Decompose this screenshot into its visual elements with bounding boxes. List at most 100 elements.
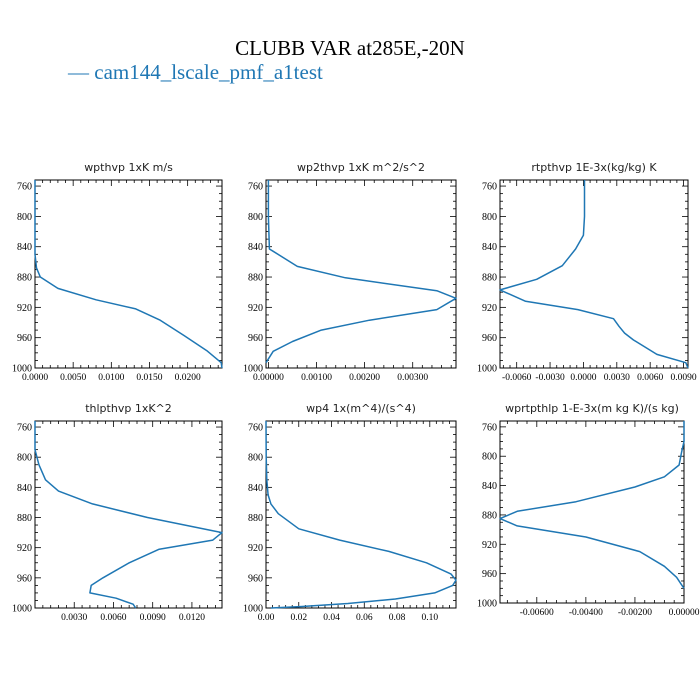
x-tick-label: 0.10 [421,613,438,623]
panel-6: wprtpthlp 1-E-3x(m kg K)/(s kg) 760 800 840… [477,402,700,618]
x-tick-label: 0.0060 [100,613,126,623]
y-tick-label: 760 [248,423,263,434]
y-tick-label: 840 [482,481,497,492]
y-tick-label: 1000 [243,364,263,375]
plot-frame [499,420,685,604]
y-tick-label: 800 [17,212,32,223]
y-tick-label: 760 [248,182,263,193]
y-tick-label: 880 [482,273,497,284]
y-tick-label: 960 [482,333,497,344]
x-tick-label: -0.0030 [535,373,565,383]
y-tick-label: 920 [482,303,497,314]
x-tick-label: 0.00000 [253,373,284,383]
panel-title: rtpthvp 1E-3x(kg/kg) K [531,161,657,174]
x-tick-label: 0.02 [290,613,307,623]
y-tick-label: 920 [248,543,263,554]
y-tick-label: 760 [17,182,32,193]
panel-title: wpthvp 1xK m/s [84,161,173,174]
x-tick-label: 0.0050 [60,373,86,383]
x-tick-label: 0.04 [323,613,340,623]
y-tick-label: 880 [248,513,263,524]
x-tick-label: 0.0100 [98,373,124,383]
legend-line-swatch: — [68,60,89,84]
panel-title: thlpthvp 1xK^2 [85,402,172,415]
y-tick-label: 920 [482,540,497,551]
y-tick-label: 800 [248,212,263,223]
panel-title: wp4 1x(m^4)/(s^4) [306,402,416,415]
y-tick-label: 960 [248,333,263,344]
y-tick-label: 760 [482,182,497,193]
legend: — cam144_lscale_pmf_a1test [68,60,323,85]
y-tick-label: 960 [248,573,263,584]
x-tick-label: 0.00300 [397,373,428,383]
y-tick-label: 840 [17,483,32,494]
y-tick-label: 840 [482,242,497,253]
y-tick-label: 960 [482,569,497,580]
x-tick-label: 0.00100 [301,373,332,383]
y-tick-label: 960 [17,573,32,584]
plot-frame [265,179,457,369]
y-tick-label: 840 [248,242,263,253]
x-tick-label: 0.0000 [22,373,48,383]
panel-title: wp2thvp 1xK m^2/s^2 [297,161,425,174]
series-line [499,180,689,369]
panel-4: thlpthvp 1xK^2 760 800 840 880 920 960 1000 0.00… [12,402,223,623]
series-line [265,420,457,609]
x-tick-label: -0.00200 [618,608,652,618]
x-tick-label: 0.0120 [179,613,205,623]
series-line [499,421,685,589]
plot-frame [34,179,223,369]
plot-frame [265,420,457,609]
y-tick-label: 1000 [243,604,263,615]
x-tick-label: 0.0200 [175,373,201,383]
y-tick-label: 760 [17,423,32,434]
x-tick-label: 0.0090 [140,613,166,623]
x-tick-label: 0.0000 [570,373,596,383]
x-tick-label: 0.00 [258,613,275,623]
plot-frame [34,420,223,609]
y-tick-label: 920 [17,543,32,554]
panel-title: wprtpthlp 1-E-3x(m kg K)/(s kg) [505,402,679,415]
series-line [34,180,223,369]
panel-5: wp4 1x(m^4)/(s^4)76080084088092096010000… [243,402,457,623]
y-tick-label: 760 [482,422,497,433]
x-tick-label: 0.00000 [669,608,700,618]
y-tick-label: 800 [482,212,497,223]
panel-1: wpthvp 1xK m/s76080084088092096010000.00… [12,161,223,383]
y-tick-label: 800 [248,453,263,464]
y-tick-label: 1000 [477,599,497,610]
legend-label: cam144_lscale_pmf_a1test [94,60,323,84]
y-tick-label: 1000 [12,364,32,375]
x-tick-label: 0.0150 [136,373,162,383]
figure-title: CLUBB VAR at285E,-20N [235,36,465,60]
y-tick-label: 840 [17,242,32,253]
y-tick-label: 880 [17,273,32,284]
x-tick-label: 0.0090 [670,373,696,383]
x-tick-label: 0.00200 [349,373,380,383]
y-tick-label: 1000 [477,364,497,375]
x-tick-label: 0.08 [389,613,406,623]
y-tick-label: 1000 [12,604,32,615]
x-tick-label: -0.0060 [502,373,532,383]
y-tick-label: 800 [17,453,32,464]
y-tick-label: 840 [248,483,263,494]
x-tick-label: -0.00400 [569,608,603,618]
y-tick-label: 880 [482,510,497,521]
x-tick-label: 0.0030 [604,373,630,383]
x-tick-label: 0.06 [356,613,373,623]
series-line [34,421,223,609]
plot-frame [499,179,689,369]
x-tick-label: 0.0060 [637,373,663,383]
y-tick-label: 960 [17,333,32,344]
y-tick-label: 800 [482,452,497,463]
panel-2: wp2thvp 1xK m^2/s^2 760 800 840 880 920 960 100… [243,161,457,383]
y-tick-label: 920 [248,303,263,314]
y-tick-label: 880 [248,273,263,284]
x-tick-label: -0.00600 [520,608,554,618]
y-tick-label: 880 [17,513,32,524]
y-tick-label: 920 [17,303,32,314]
panel-3: rtpthvp 1E-3x(kg/kg) K 760 800 840 880 920 960… [477,161,697,383]
x-tick-label: 0.0030 [61,613,87,623]
series-line [265,180,457,364]
